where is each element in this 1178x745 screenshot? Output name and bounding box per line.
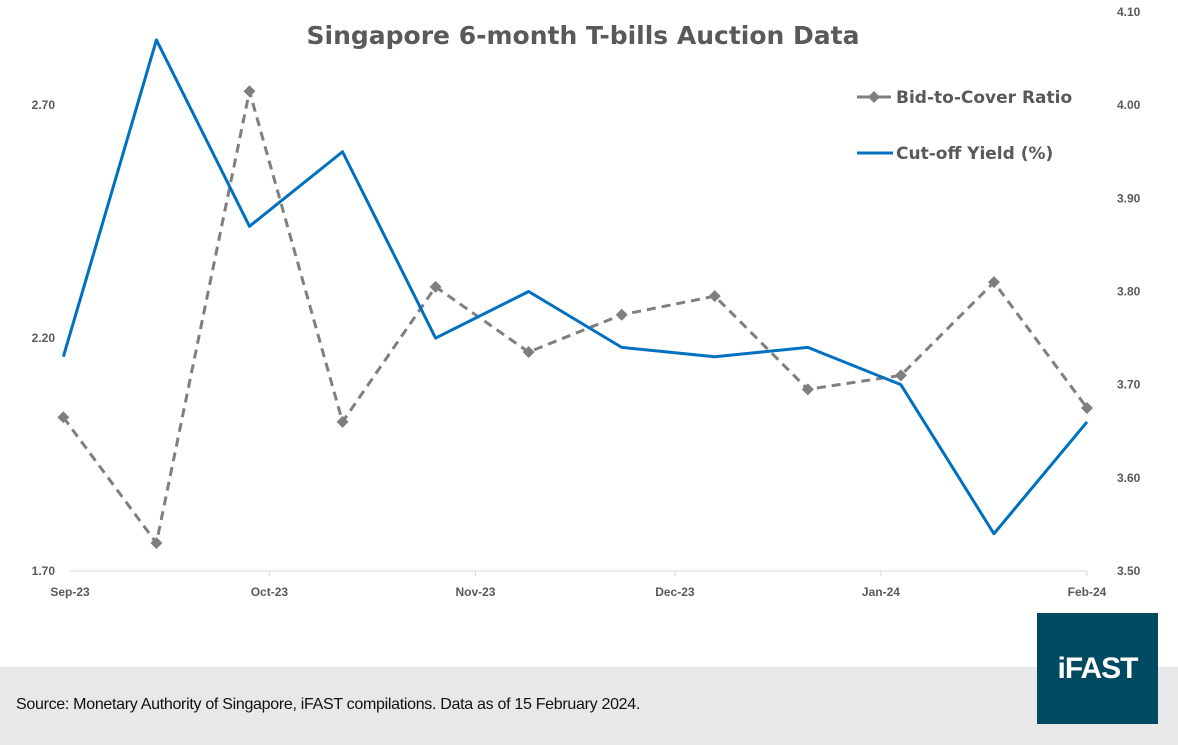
right-y-tick-label: 4.00 [1117,98,1141,112]
x-tick-label: Nov-23 [455,585,495,599]
x-tick-label: Jan-24 [862,585,900,599]
right-y-tick-label: 3.80 [1117,285,1141,299]
bid-to-cover-point [336,415,349,428]
series-line-bid-to-cover [62,89,1089,545]
bid-to-cover-point [987,276,1000,289]
right-y-tick-label: 3.60 [1117,471,1141,485]
left-y-tick-label: 2.70 [32,98,56,112]
series-line-cut-off-yield [61,38,1089,536]
right-y-tick-label: 4.10 [1117,5,1141,19]
legend-diamond-icon [868,91,880,103]
bid-to-cover-point [429,280,442,293]
logo-text: iFAST [1057,651,1138,685]
x-tick-label: Dec-23 [655,585,695,599]
legend-bid-to-cover: Bid-to-Cover Ratio [896,88,1072,108]
bid-to-cover-point [708,290,721,303]
bid-to-cover-point [1081,401,1093,414]
bid-to-cover-point [243,85,256,98]
bid-to-cover-point [894,369,907,382]
footer [0,667,1178,745]
x-tick-label: Sep-23 [50,585,90,599]
bid-to-cover-point [57,411,70,424]
right-y-tick-label: 3.90 [1117,191,1141,205]
bid-to-cover-point [150,537,163,550]
x-tick-label: Feb-24 [1068,585,1107,599]
legend-cut-off-yield: Cut-off Yield (%) [896,144,1053,164]
chart: Singapore 6-month T-bills Auction Data S… [32,5,1141,599]
chart-title: Singapore 6-month T-bills Auction Data [307,21,860,50]
x-tick-label: Oct-23 [251,585,289,599]
right-y-tick-label: 3.70 [1117,378,1141,392]
source-note: Source: Monetary Authority of Singapore,… [16,696,641,713]
ifast-logo: iFAST [1037,613,1158,724]
legend: Bid-to-Cover Ratio Cut-off Yield (%) [857,88,1072,164]
left-y-tick-label: 2.20 [32,331,56,345]
bid-to-cover-point [522,346,535,359]
bid-to-cover-point [801,383,814,396]
left-y-tick-label: 1.70 [32,564,56,578]
bid-to-cover-point [615,308,628,321]
right-y-tick-label: 3.50 [1117,564,1141,578]
